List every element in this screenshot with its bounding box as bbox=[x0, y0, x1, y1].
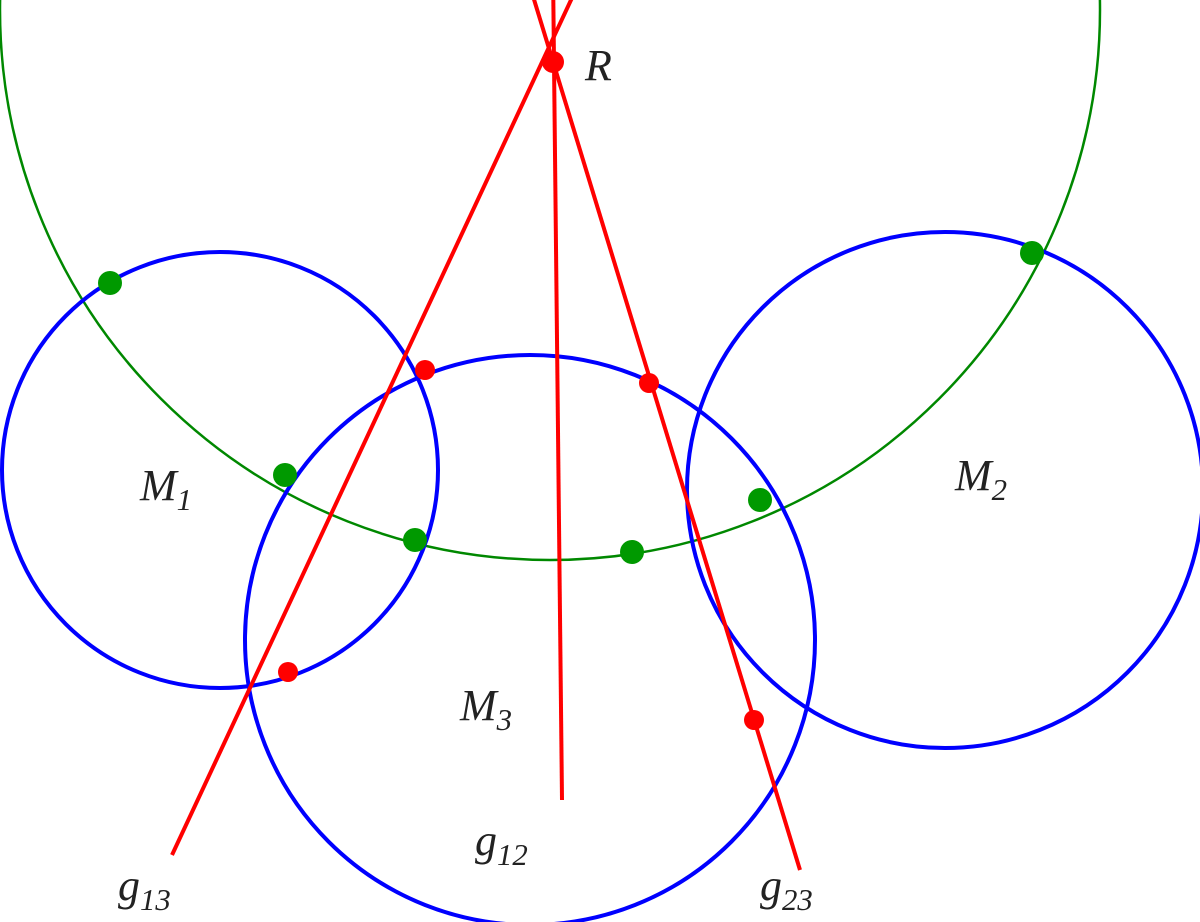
circle-M1 bbox=[2, 252, 438, 688]
radical-line-g23 bbox=[525, 0, 800, 870]
green-point-5 bbox=[1020, 241, 1044, 265]
label-g23-base: g bbox=[760, 861, 782, 910]
green-point-3 bbox=[620, 540, 644, 564]
label-M3-sub: 3 bbox=[497, 703, 512, 737]
radical-line-g13 bbox=[172, 0, 585, 855]
red-point-4 bbox=[744, 710, 764, 730]
green-point-4 bbox=[748, 488, 772, 512]
label-M2-base: M bbox=[955, 451, 992, 500]
label-M3: M3 bbox=[460, 680, 512, 738]
label-g23-sub: 23 bbox=[782, 883, 813, 917]
label-g12-sub: 12 bbox=[497, 838, 528, 872]
red-point-0 bbox=[542, 51, 564, 73]
green-point-2 bbox=[403, 528, 427, 552]
label-M2: M2 bbox=[955, 450, 1007, 508]
label-M1: M1 bbox=[140, 460, 192, 518]
label-R: R bbox=[585, 40, 612, 91]
radical-line-g12 bbox=[553, 0, 562, 800]
label-M1-base: M bbox=[140, 461, 177, 510]
label-g12: g12 bbox=[475, 815, 528, 873]
label-M1-sub: 1 bbox=[177, 483, 192, 517]
label-g13: g13 bbox=[118, 860, 171, 918]
red-point-1 bbox=[415, 360, 435, 380]
red-point-3 bbox=[639, 373, 659, 393]
label-R-text: R bbox=[585, 41, 612, 90]
label-M2-sub: 2 bbox=[992, 473, 1007, 507]
label-g13-base: g bbox=[118, 861, 140, 910]
green-point-0 bbox=[98, 271, 122, 295]
green-point-1 bbox=[273, 463, 297, 487]
label-g12-base: g bbox=[475, 816, 497, 865]
red-point-2 bbox=[278, 662, 298, 682]
label-g13-sub: 13 bbox=[140, 883, 171, 917]
label-M3-base: M bbox=[460, 681, 497, 730]
label-g23: g23 bbox=[760, 860, 813, 918]
